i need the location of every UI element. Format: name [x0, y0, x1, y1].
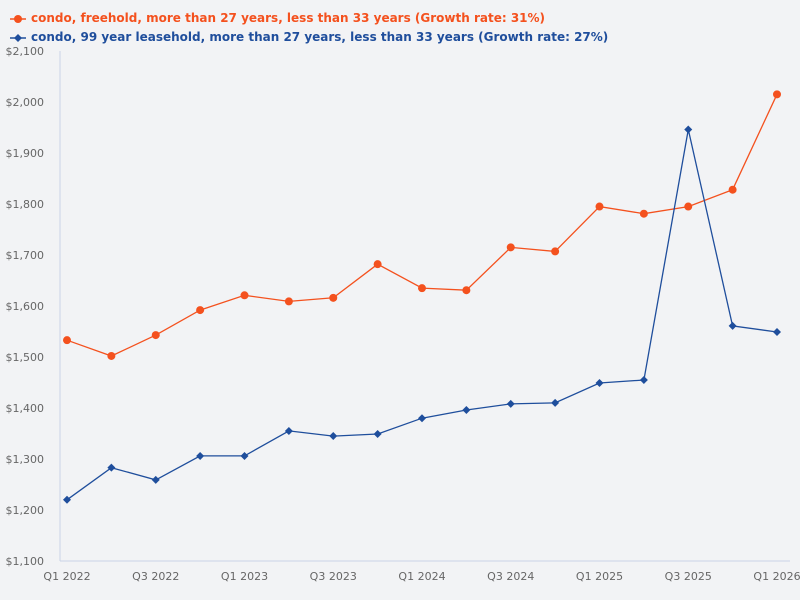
data-point[interactable] [196, 306, 205, 315]
x-tick-label: Q1 2023 [221, 570, 268, 583]
data-point[interactable] [639, 375, 648, 384]
data-point[interactable] [462, 406, 471, 415]
series-freehold [63, 90, 781, 360]
data-point[interactable] [506, 399, 515, 408]
data-point[interactable] [151, 475, 160, 484]
chart-legend: condo, freehold, more than 27 years, les… [10, 9, 608, 47]
data-point[interactable] [63, 495, 71, 504]
data-point[interactable] [196, 451, 205, 460]
data-point[interactable] [551, 247, 560, 256]
x-tick-label: Q1 2026 [753, 570, 800, 583]
data-point[interactable] [107, 351, 116, 360]
diamond-marker-icon [10, 33, 26, 42]
series-line [66, 94, 778, 357]
legend-item-leasehold[interactable]: condo, 99 year leasehold, more than 27 y… [10, 28, 608, 47]
y-tick-label: $2,100 [6, 45, 45, 58]
y-tick-label: $1,700 [6, 249, 45, 262]
x-tick-label: Q1 2025 [576, 570, 623, 583]
x-tick-label: Q3 2025 [665, 570, 712, 583]
data-point[interactable] [639, 209, 648, 218]
data-point[interactable] [418, 414, 426, 423]
legend-label-leasehold: condo, 99 year leasehold, more than 27 y… [31, 30, 609, 44]
y-tick-label: $1,200 [6, 504, 45, 517]
data-point[interactable] [284, 426, 293, 435]
x-tick-label: Q3 2024 [487, 570, 534, 583]
data-point[interactable] [107, 463, 116, 472]
y-tick-label: $1,500 [6, 351, 45, 364]
data-point[interactable] [773, 328, 781, 337]
data-point[interactable] [418, 284, 426, 293]
data-point[interactable] [240, 451, 249, 460]
data-point[interactable] [240, 291, 249, 300]
data-point[interactable] [373, 430, 382, 439]
x-axis: Q1 2022 Q3 2022 Q1 2023 Q3 2023 Q1 2024 Q3 20… [43, 560, 800, 583]
data-point[interactable] [728, 185, 737, 194]
legend-label-freehold: condo, freehold, more than 27 years, les… [31, 11, 546, 25]
data-point[interactable] [284, 297, 293, 306]
y-tick-label: $1,100 [6, 555, 45, 568]
y-tick-label: $1,900 [6, 147, 45, 160]
data-point[interactable] [462, 286, 471, 295]
data-point[interactable] [684, 125, 693, 134]
x-tick-label: Q1 2022 [43, 570, 90, 583]
data-point[interactable] [63, 336, 71, 345]
legend-item-freehold[interactable]: condo, freehold, more than 27 years, les… [10, 9, 608, 28]
x-tick-label: Q3 2022 [132, 570, 179, 583]
data-point[interactable] [506, 243, 515, 252]
data-point[interactable] [151, 331, 160, 340]
x-tick-label: Q3 2023 [310, 570, 357, 583]
series-line [66, 129, 778, 501]
data-point[interactable] [329, 432, 338, 441]
data-point[interactable] [728, 321, 737, 330]
series-layer [63, 90, 781, 504]
y-tick-label: $1,400 [6, 402, 45, 415]
data-point[interactable] [684, 202, 693, 211]
y-axis: $1,100 $1,200 $1,300 $1,400 $1,500 $1,600 $1,7… [6, 45, 61, 568]
data-point[interactable] [329, 293, 338, 302]
y-tick-label: $1,600 [6, 300, 45, 313]
circle-marker-icon [10, 14, 26, 23]
x-tick-label: Q1 2024 [398, 570, 445, 583]
y-tick-label: $1,300 [6, 453, 45, 466]
data-point[interactable] [773, 90, 781, 99]
series-leasehold [63, 125, 781, 504]
data-point[interactable] [373, 260, 382, 269]
data-point[interactable] [551, 398, 560, 407]
y-tick-label: $1,800 [6, 198, 45, 211]
data-point[interactable] [595, 202, 604, 211]
data-point[interactable] [595, 379, 604, 388]
y-tick-label: $2,000 [6, 96, 45, 109]
